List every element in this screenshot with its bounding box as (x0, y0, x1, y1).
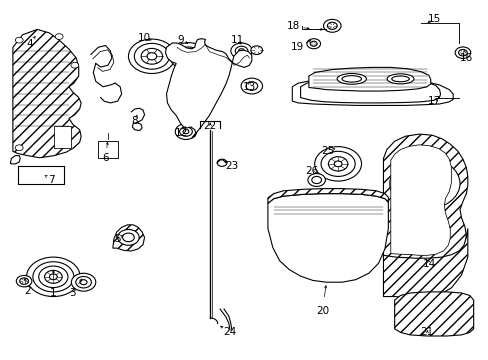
Circle shape (44, 270, 62, 283)
Polygon shape (292, 79, 452, 105)
Text: 1: 1 (50, 288, 57, 298)
Circle shape (134, 43, 169, 69)
Circle shape (458, 49, 467, 56)
Circle shape (389, 158, 459, 210)
Circle shape (250, 46, 262, 54)
Circle shape (26, 257, 80, 297)
Circle shape (33, 262, 74, 292)
Circle shape (306, 39, 320, 49)
Circle shape (321, 151, 354, 176)
Text: 8: 8 (131, 116, 138, 126)
Text: 17: 17 (427, 96, 440, 106)
Polygon shape (383, 134, 467, 260)
Circle shape (238, 49, 244, 53)
Circle shape (409, 173, 439, 194)
Polygon shape (308, 67, 430, 91)
Ellipse shape (341, 76, 361, 82)
Polygon shape (267, 194, 387, 282)
Circle shape (245, 82, 257, 90)
Polygon shape (165, 39, 251, 138)
Circle shape (122, 233, 134, 242)
Circle shape (217, 159, 226, 166)
Circle shape (147, 53, 157, 60)
Polygon shape (394, 292, 473, 336)
Circle shape (80, 280, 87, 285)
Text: 12: 12 (174, 129, 187, 138)
Polygon shape (390, 145, 451, 255)
Polygon shape (54, 126, 71, 148)
Circle shape (76, 276, 91, 288)
Circle shape (314, 147, 361, 181)
Ellipse shape (386, 74, 413, 84)
Polygon shape (383, 228, 467, 298)
Circle shape (328, 157, 347, 171)
Circle shape (307, 174, 325, 186)
Circle shape (175, 124, 196, 139)
Text: 10: 10 (138, 33, 151, 43)
Text: 24: 24 (223, 327, 236, 337)
Circle shape (118, 229, 139, 245)
Text: 11: 11 (230, 35, 244, 45)
Circle shape (169, 42, 206, 70)
Text: 23: 23 (225, 161, 239, 171)
Polygon shape (98, 140, 118, 158)
Text: 19: 19 (290, 42, 303, 52)
Text: 21: 21 (420, 327, 433, 337)
Circle shape (15, 37, 23, 43)
Circle shape (333, 161, 341, 167)
Circle shape (323, 19, 340, 32)
Circle shape (128, 39, 175, 73)
Circle shape (179, 127, 192, 136)
Text: 14: 14 (422, 259, 435, 269)
Text: 9: 9 (178, 35, 184, 45)
Circle shape (16, 275, 32, 287)
Ellipse shape (336, 73, 366, 84)
Circle shape (310, 41, 317, 46)
Circle shape (175, 47, 201, 66)
Ellipse shape (391, 76, 408, 82)
Text: 16: 16 (459, 53, 472, 63)
Text: 13: 13 (242, 82, 256, 92)
Polygon shape (113, 225, 144, 251)
Circle shape (183, 130, 188, 134)
Text: 4: 4 (26, 39, 33, 49)
Text: 26: 26 (305, 166, 318, 176)
Text: 2: 2 (24, 286, 31, 296)
Circle shape (49, 274, 57, 280)
Text: 20: 20 (315, 306, 328, 316)
Polygon shape (300, 79, 440, 103)
Circle shape (55, 34, 63, 40)
Polygon shape (13, 30, 81, 158)
Text: 7: 7 (48, 175, 55, 185)
Text: 15: 15 (427, 14, 440, 24)
Circle shape (71, 62, 79, 68)
Circle shape (15, 145, 23, 150)
Circle shape (230, 43, 252, 59)
Text: 6: 6 (102, 153, 109, 163)
Circle shape (399, 165, 449, 202)
Circle shape (241, 78, 262, 94)
Circle shape (20, 278, 28, 284)
Circle shape (235, 46, 247, 55)
Circle shape (311, 176, 321, 184)
Circle shape (454, 47, 470, 58)
Text: 25: 25 (320, 146, 333, 156)
Polygon shape (267, 189, 387, 203)
Text: 3: 3 (69, 288, 76, 298)
Circle shape (39, 266, 68, 288)
Circle shape (141, 48, 162, 64)
Text: 5: 5 (114, 234, 121, 244)
Circle shape (71, 273, 96, 291)
Circle shape (327, 22, 336, 30)
Text: 18: 18 (286, 21, 299, 31)
Text: 22: 22 (203, 121, 217, 131)
Circle shape (182, 52, 194, 60)
